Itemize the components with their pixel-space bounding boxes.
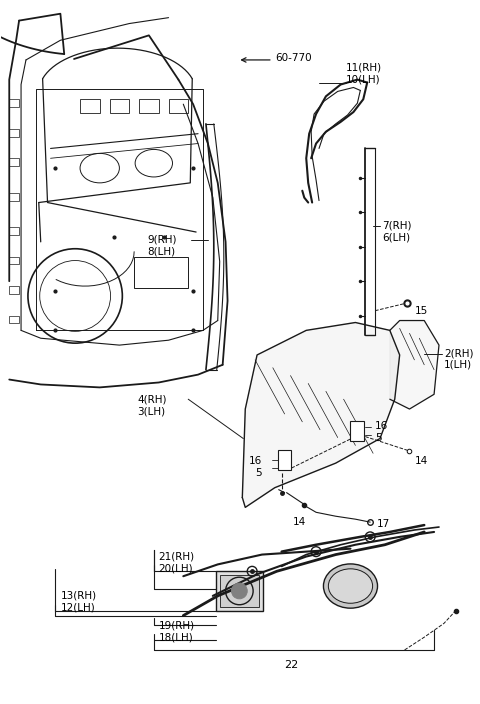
Bar [9,99,19,107]
Text: 15: 15 [414,306,428,316]
Text: 2(RH): 2(RH) [444,348,473,358]
Text: 19(RH): 19(RH) [159,620,195,631]
Text: 17: 17 [377,519,390,529]
Bar [80,99,100,113]
Text: 6(LH): 6(LH) [382,232,410,242]
Bar [9,158,19,166]
Text: 20(LH): 20(LH) [159,563,193,574]
Bar [9,315,19,323]
Text: 8(LH): 8(LH) [147,247,175,257]
Bar [278,451,291,470]
Bar [350,421,364,441]
Text: 12(LH): 12(LH) [60,603,95,612]
Bar [134,257,188,288]
Text: 21(RH): 21(RH) [159,552,195,562]
Polygon shape [242,322,400,508]
Bar [139,99,159,113]
Bar [216,571,263,610]
Text: 22: 22 [284,660,299,670]
Bar [9,257,19,265]
Text: 14: 14 [292,517,306,527]
Text: 16: 16 [375,421,388,431]
Text: 7(RH): 7(RH) [382,220,411,230]
Circle shape [231,583,247,599]
Text: 10(LH): 10(LH) [346,75,380,84]
Text: 11(RH): 11(RH) [346,63,382,73]
Text: 3(LH): 3(LH) [137,406,165,416]
Bar [9,286,19,294]
Text: 5: 5 [255,468,262,478]
Bar [9,129,19,137]
Ellipse shape [328,569,372,603]
Bar [9,227,19,235]
Bar [168,99,188,113]
Bar [9,193,19,201]
Text: 16: 16 [249,456,262,466]
Text: 9(RH): 9(RH) [147,235,177,245]
Text: 5: 5 [375,433,382,443]
Text: 18(LH): 18(LH) [159,632,193,642]
Text: 60-770: 60-770 [275,53,312,63]
Polygon shape [390,320,439,409]
Bar [220,575,259,607]
Bar [109,99,129,113]
Text: 13(RH): 13(RH) [60,591,96,601]
Text: 1(LH): 1(LH) [444,360,472,370]
Text: 4(RH): 4(RH) [137,394,167,404]
Ellipse shape [324,564,378,608]
Text: 14: 14 [414,456,428,466]
